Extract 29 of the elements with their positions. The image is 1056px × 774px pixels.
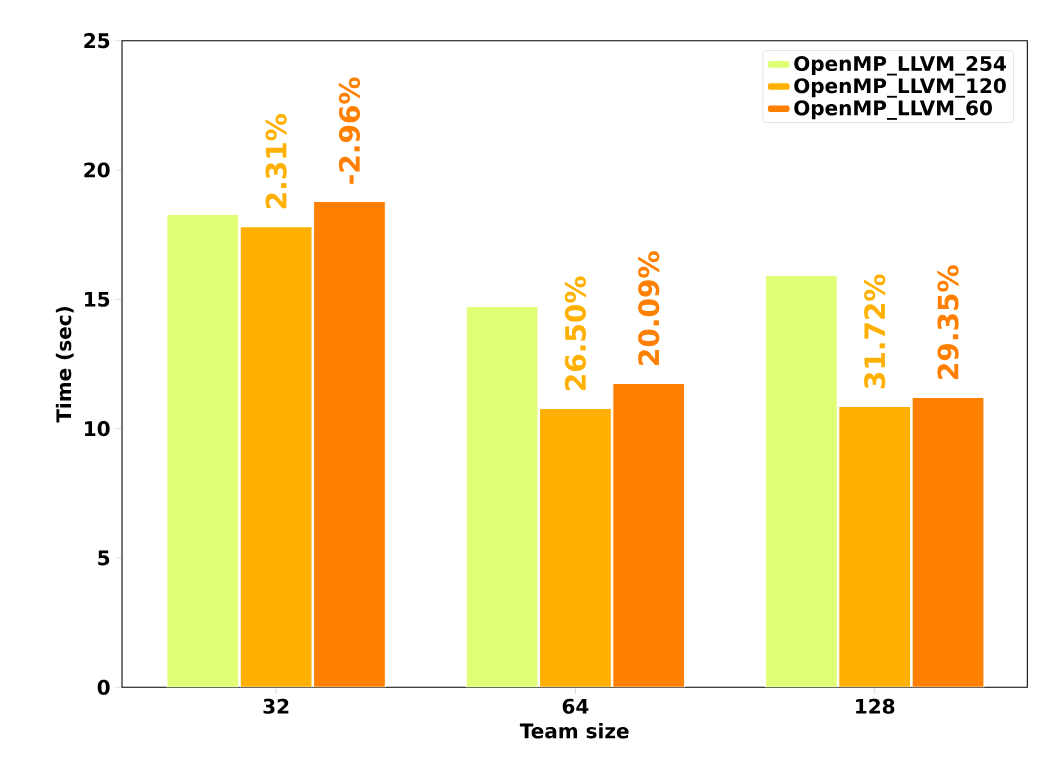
y-axis-title: Time (sec) xyxy=(55,306,74,423)
bar xyxy=(764,274,838,688)
x-axis-title: Team size xyxy=(519,722,629,739)
bar xyxy=(538,407,612,688)
legend-label: OpenMP_LLVM_254 xyxy=(794,55,1006,76)
annotation: 29.35% xyxy=(937,265,959,379)
annotation: 26.50% xyxy=(564,276,587,390)
y-tick-label: 20 xyxy=(84,162,110,178)
legend-label: OpenMP_LLVM_120 xyxy=(794,78,1006,98)
bar xyxy=(612,382,686,688)
bar xyxy=(838,405,912,688)
y-tick-label: 0 xyxy=(97,679,110,695)
annotation: 31.72% xyxy=(864,274,886,389)
y-tick-label: 10 xyxy=(85,421,110,437)
bar xyxy=(911,396,985,688)
bar xyxy=(166,213,240,688)
x-tick-label: 128 xyxy=(856,698,895,714)
y-tick-label: 15 xyxy=(85,291,110,307)
annotation: -2.96% xyxy=(338,77,361,184)
x-tick-label: 64 xyxy=(562,698,589,714)
bar xyxy=(313,201,386,688)
x-tick-label: 32 xyxy=(263,698,289,714)
annotation: 2.31% xyxy=(265,114,287,209)
annotation: 20.09% xyxy=(638,251,660,365)
y-tick-label: 25 xyxy=(84,33,110,49)
legend-label: OpenMP_LLVM_60 xyxy=(794,100,992,120)
bar xyxy=(239,226,313,688)
y-tick-label: 5 xyxy=(98,550,110,566)
bar xyxy=(465,306,539,688)
